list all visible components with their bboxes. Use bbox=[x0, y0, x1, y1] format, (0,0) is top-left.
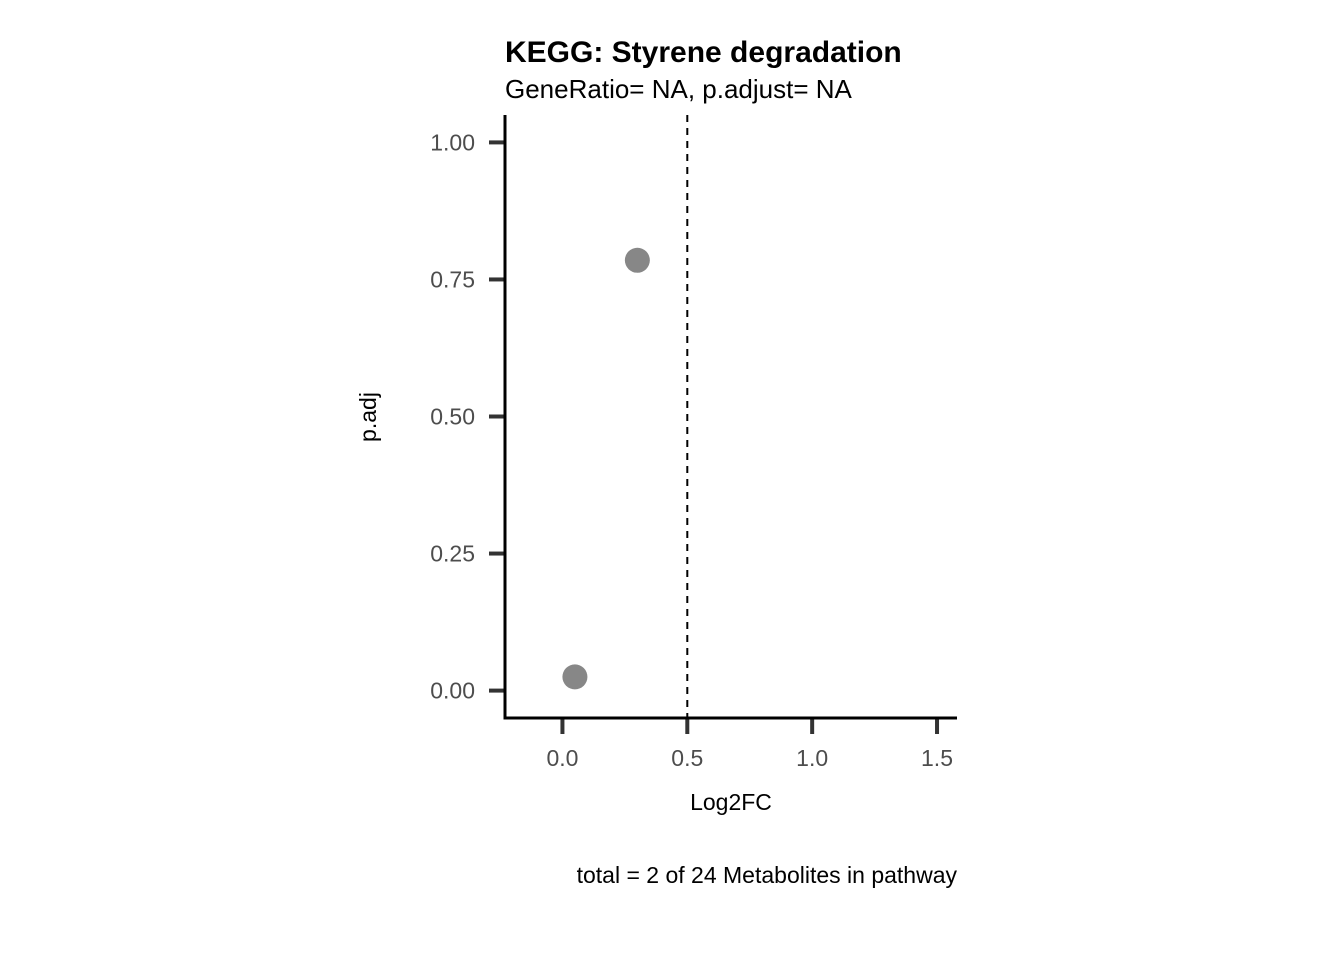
y-axis-title: p.adj bbox=[355, 392, 381, 442]
y-tick-label: 0.50 bbox=[430, 404, 475, 430]
y-tick-label: 1.00 bbox=[430, 129, 475, 155]
x-tick-label: 0.0 bbox=[546, 745, 578, 771]
chart-caption: total = 2 of 24 Metabolites in pathway bbox=[577, 862, 958, 888]
x-tick-label: 0.5 bbox=[671, 745, 703, 771]
y-axis-ticks: 0.00 0.25 0.50 0.75 1.00 bbox=[430, 129, 505, 704]
x-tick-label: 1.5 bbox=[921, 745, 953, 771]
y-tick-label: 0.00 bbox=[430, 678, 475, 704]
data-points bbox=[562, 247, 650, 690]
x-axis-title: Log2FC bbox=[690, 789, 772, 815]
y-tick-label: 0.75 bbox=[430, 266, 475, 292]
x-axis-ticks: 0.0 0.5 1.0 1.5 bbox=[546, 718, 953, 771]
x-tick-label: 1.0 bbox=[796, 745, 828, 771]
chart-title: KEGG: Styrene degradation bbox=[505, 36, 902, 69]
data-point bbox=[562, 664, 588, 690]
chart-subtitle: GeneRatio= NA, p.adjust= NA bbox=[505, 74, 853, 104]
data-point bbox=[624, 247, 650, 273]
y-tick-label: 0.25 bbox=[430, 541, 475, 567]
